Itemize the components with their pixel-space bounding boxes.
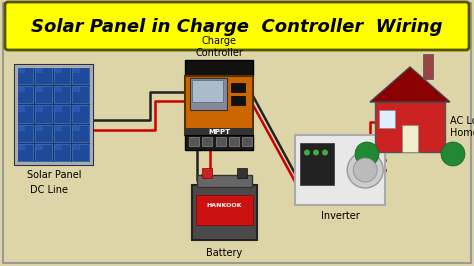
Bar [73,105,89,123]
Bar [202,168,212,178]
Bar [237,168,247,178]
Bar [36,126,43,131]
Text: DC Line: DC Line [30,185,68,195]
Bar [36,87,43,92]
Bar [73,68,80,73]
Bar [54,124,71,142]
Circle shape [441,142,465,166]
Bar [54,105,71,123]
Bar [54,144,71,161]
Bar [15,162,93,165]
Text: HANKOOK: HANKOOK [207,203,242,208]
Bar [185,60,253,76]
Bar [15,65,93,165]
Bar [231,96,245,105]
Circle shape [347,152,383,188]
Bar [192,80,223,102]
Bar [18,68,25,73]
Bar [36,124,52,142]
Bar [73,124,89,142]
Circle shape [322,149,328,156]
Bar [18,145,25,150]
Bar [423,54,433,79]
Text: Solar Panel in Charge  Controller  Wiring: Solar Panel in Charge Controller Wiring [31,18,443,36]
Bar [73,144,89,161]
Text: Inverter: Inverter [320,211,359,221]
Polygon shape [370,67,450,102]
Bar [18,87,25,92]
Bar [192,185,257,240]
Circle shape [353,158,377,182]
Text: MPPT: MPPT [208,128,230,135]
Bar [36,106,43,111]
Bar [229,136,239,146]
Bar [189,136,199,146]
Bar [55,106,62,111]
Bar [185,128,253,135]
Bar [36,145,43,150]
Bar [54,86,71,103]
Bar [36,68,43,73]
Circle shape [355,142,379,166]
Bar [55,87,62,92]
Bar [73,86,89,103]
Bar [18,106,25,111]
Text: Solar Panel: Solar Panel [27,170,81,180]
Bar [15,65,93,68]
FancyBboxPatch shape [5,2,469,50]
Bar [73,145,80,150]
Bar [401,124,418,152]
Bar [242,136,252,146]
Bar [36,144,52,161]
Bar [55,68,62,73]
Bar [55,145,62,150]
Text: AC Loads in
Home: AC Loads in Home [450,116,474,138]
Text: Battery: Battery [206,248,243,258]
Bar [17,124,34,142]
Bar [73,106,80,111]
Circle shape [304,149,310,156]
Bar [36,105,52,123]
Bar [202,136,212,146]
Bar [17,67,34,84]
Bar [18,126,25,131]
Bar [185,76,253,135]
Bar [379,110,395,127]
Bar [73,126,80,131]
Bar [375,102,445,152]
Bar [231,82,245,92]
Bar [73,87,80,92]
Bar [73,67,89,84]
Bar [190,78,228,110]
Bar [185,135,253,150]
Circle shape [313,149,319,156]
Bar [17,86,34,103]
Bar [196,195,253,225]
Bar [54,67,71,84]
Bar [15,65,18,165]
Bar [216,136,226,146]
Bar [36,86,52,103]
Text: Charge
Controller: Charge Controller [195,36,243,58]
Bar [55,126,62,131]
Bar [36,67,52,84]
Bar [295,135,385,205]
Bar [17,105,34,123]
Bar [197,175,252,187]
Bar [300,143,334,185]
Bar [90,65,93,165]
Bar [17,144,34,161]
